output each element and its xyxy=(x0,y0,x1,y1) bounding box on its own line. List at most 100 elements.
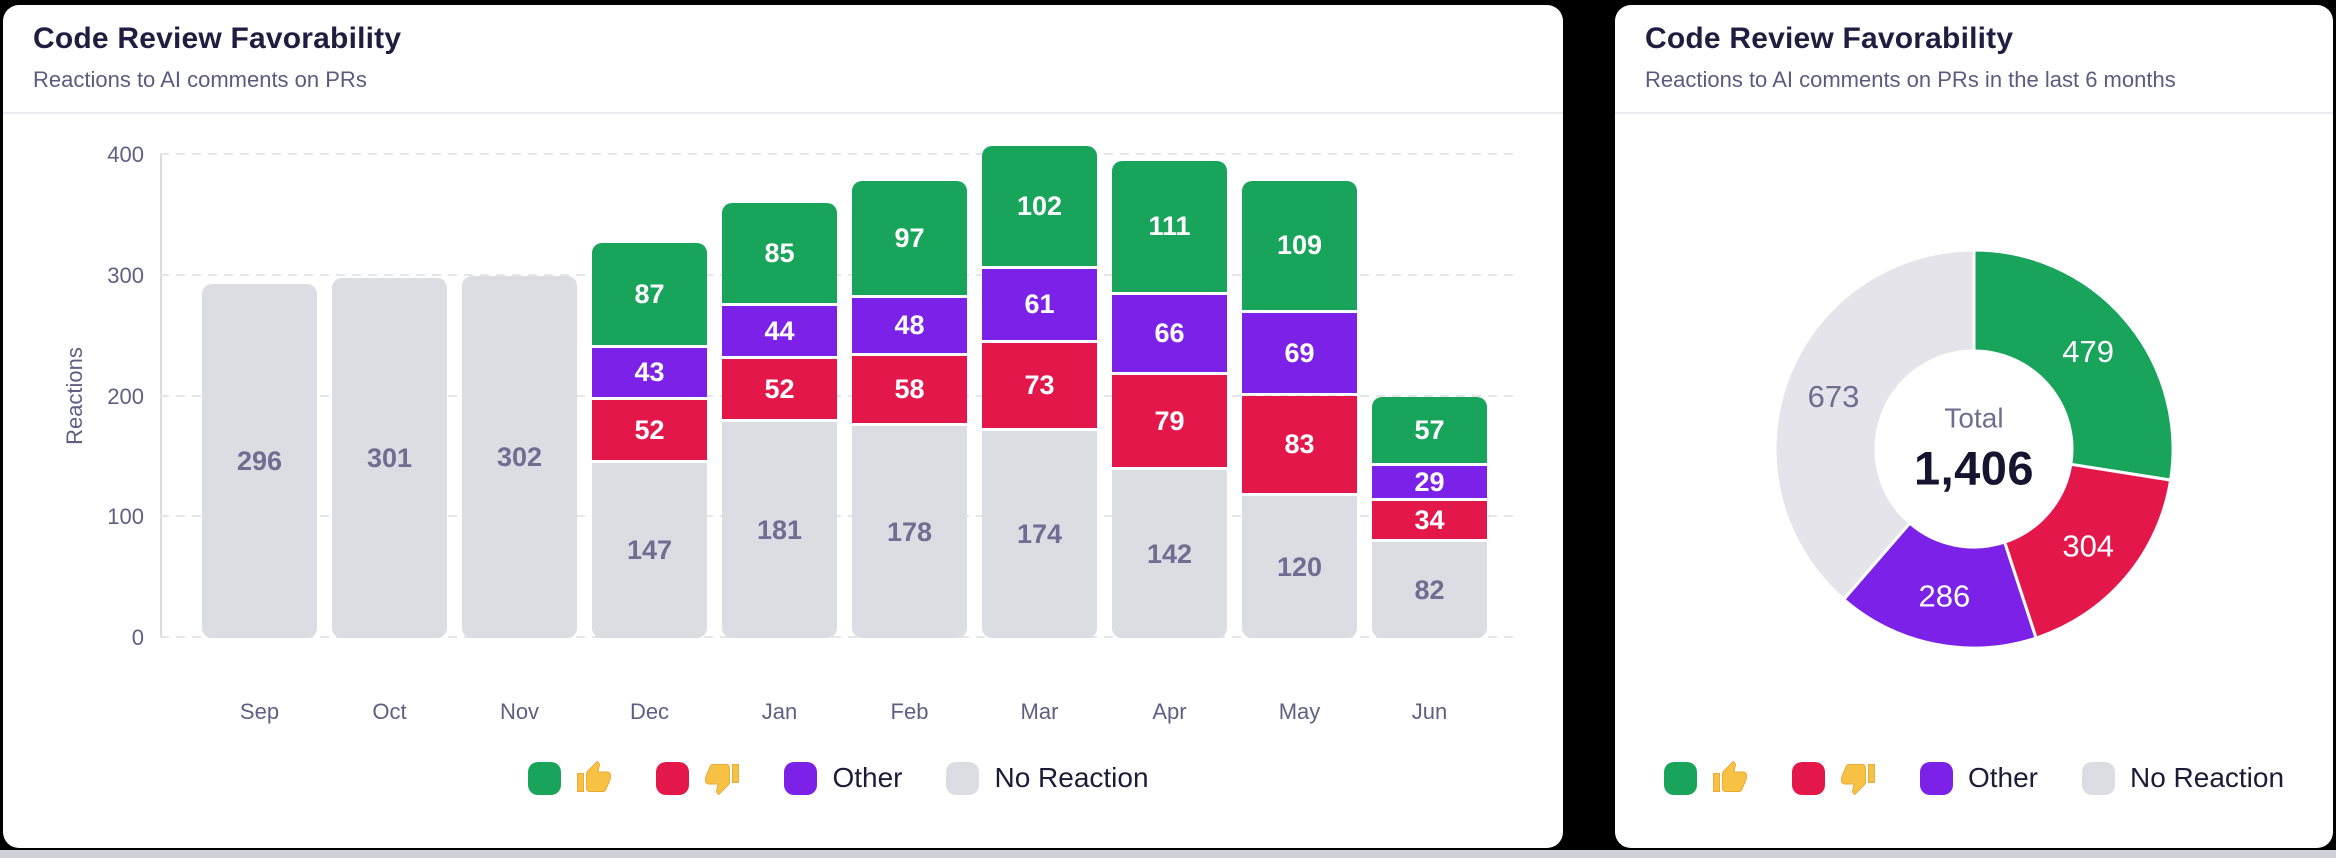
bar-segment-thumbs_down[interactable]: 73 xyxy=(982,343,1097,428)
bar-value-label: 82 xyxy=(1414,574,1445,605)
bar-value-label: 52 xyxy=(764,373,795,404)
donut-segment-no_reaction[interactable] xyxy=(1773,248,1976,601)
bar-segment-no_reaction[interactable]: 181 xyxy=(722,422,837,638)
bar-value-label: 181 xyxy=(756,514,803,545)
bar-value-label: 44 xyxy=(764,315,795,346)
x-tick-jun: Jun xyxy=(1411,699,1448,724)
bar-value-label: 43 xyxy=(634,357,665,387)
donut-value-label-thumbs_down: 304 xyxy=(2062,529,2114,564)
bar-value-label: 83 xyxy=(1284,429,1315,459)
legend-item-other[interactable]: Other xyxy=(784,761,902,795)
bar-chart-legend: Other No Reaction xyxy=(160,758,1517,798)
bottom-strip xyxy=(0,850,2336,858)
bar-feb: 97 48 58 178 xyxy=(852,181,967,638)
legend-item-no-reaction[interactable]: No Reaction xyxy=(2081,761,2285,795)
bar-value-label: 301 xyxy=(366,442,413,473)
bar-segment-no_reaction[interactable]: 296 xyxy=(202,284,317,638)
bar-value-label: 52 xyxy=(634,414,665,445)
bar-oct: 301 xyxy=(332,278,447,638)
bar-segment-thumbs_up[interactable]: 102 xyxy=(982,146,1097,266)
bar-may: 109 69 83 120 xyxy=(1242,181,1357,638)
donut-value-label-other: 286 xyxy=(1919,579,1971,614)
legend-item-thumbs-down-emoji[interactable] xyxy=(656,760,740,796)
bar-segment-no_reaction[interactable]: 174 xyxy=(982,431,1097,638)
x-tick-jan: Jan xyxy=(761,699,798,724)
bar-chart-card: Code Review Favorability Reactions to AI… xyxy=(3,5,1563,848)
header-divider xyxy=(3,112,1563,114)
bar-value-label: 29 xyxy=(1414,466,1445,497)
bar-segment-thumbs_down[interactable]: 79 xyxy=(1112,375,1227,467)
legend-swatch xyxy=(1791,761,1825,795)
bar-segment-thumbs_up[interactable]: 111 xyxy=(1112,161,1227,292)
bar-segment-thumbs_down[interactable]: 83 xyxy=(1242,396,1357,493)
gridline-400 xyxy=(160,153,1517,155)
card-header: Code Review Favorability Reactions to AI… xyxy=(1615,5,2333,112)
legend-item-thumbs-up-emoji[interactable] xyxy=(1663,760,1748,796)
bar-segment-other[interactable]: 43 xyxy=(592,348,707,397)
card-subtitle: Reactions to AI comments on PRs in the l… xyxy=(1645,67,2176,92)
bar-value-label: 120 xyxy=(1276,551,1323,582)
bar-segment-no_reaction[interactable]: 178 xyxy=(852,426,967,638)
x-tick-nov: Nov xyxy=(499,699,540,724)
donut-segment-thumbs_up[interactable] xyxy=(1972,248,2175,482)
gridline-0 xyxy=(160,636,1517,638)
bar-segment-other[interactable]: 69 xyxy=(1242,313,1357,393)
bar-value-label: 61 xyxy=(1024,289,1055,319)
bar-segment-thumbs_up[interactable]: 109 xyxy=(1242,181,1357,310)
bar-segment-no_reaction[interactable]: 147 xyxy=(592,463,707,638)
bar-segment-thumbs_down[interactable]: 52 xyxy=(592,400,707,460)
bar-segment-thumbs_down[interactable]: 34 xyxy=(1372,501,1487,539)
bar-segment-no_reaction[interactable]: 142 xyxy=(1112,470,1227,638)
bar-segment-thumbs_up[interactable]: 85 xyxy=(722,203,837,303)
donut-segment-other[interactable] xyxy=(1842,521,2038,650)
bar-value-label: 57 xyxy=(1414,414,1445,445)
bar-segment-other[interactable]: 29 xyxy=(1372,466,1487,498)
bar-segment-other[interactable]: 48 xyxy=(852,298,967,353)
bar-value-label: 97 xyxy=(894,222,925,253)
legend-item-other[interactable]: Other xyxy=(1919,761,2038,795)
donut-segment-thumbs_down[interactable] xyxy=(2003,462,2173,640)
bar-jun: 57 29 34 82 xyxy=(1372,397,1487,638)
bar-segment-thumbs_down[interactable]: 52 xyxy=(722,359,837,419)
gridline-300 xyxy=(160,273,1517,276)
bar-dec: 87 43 52 147 xyxy=(592,243,707,638)
legend-item-no-reaction[interactable]: No Reaction xyxy=(946,761,1149,795)
x-tick-oct: Oct xyxy=(372,699,407,724)
bar-segment-other[interactable]: 61 xyxy=(982,269,1097,340)
header-divider xyxy=(1615,112,2333,114)
legend-item-thumbs-up-emoji[interactable] xyxy=(528,760,612,796)
y-axis-title: Reactions xyxy=(62,347,87,445)
legend-swatch xyxy=(946,761,980,795)
bar-segment-thumbs_up[interactable]: 97 xyxy=(852,181,967,295)
bar-nov: 302 xyxy=(462,276,577,638)
bar-value-label: 66 xyxy=(1154,318,1185,348)
legend-label: No Reaction xyxy=(2129,762,2285,793)
bar-apr: 111 66 79 142 xyxy=(1112,161,1227,638)
bar-segment-other[interactable]: 66 xyxy=(1112,295,1227,372)
legend-label: No Reaction xyxy=(994,762,1149,793)
x-tick-sep: Sep xyxy=(239,699,280,724)
card-subtitle: Reactions to AI comments on PRs xyxy=(33,67,367,92)
bar-segment-no_reaction[interactable]: 82 xyxy=(1372,542,1487,638)
bar-segment-no_reaction[interactable]: 302 xyxy=(462,276,577,638)
gridline-200 xyxy=(160,394,1517,397)
thumbs-up-icon xyxy=(577,760,612,792)
bar-segment-thumbs_up[interactable]: 57 xyxy=(1372,397,1487,463)
legend-swatch xyxy=(656,761,690,795)
legend-swatch xyxy=(528,761,562,795)
card-title: Code Review Favorability xyxy=(33,22,402,55)
bar-segment-other[interactable]: 44 xyxy=(722,306,837,356)
bar-segment-no_reaction[interactable]: 301 xyxy=(332,278,447,638)
bar-value-label: 87 xyxy=(634,278,665,309)
bar-segment-thumbs_up[interactable]: 87 xyxy=(592,243,707,345)
card-title: Code Review Favorability xyxy=(1645,22,2014,55)
x-tick-apr: Apr xyxy=(1152,699,1187,724)
bar-segment-no_reaction[interactable]: 120 xyxy=(1242,496,1357,638)
donut-center: Total 1,406 xyxy=(1914,403,2034,496)
donut-total-label: Total xyxy=(1944,402,2004,434)
bar-segment-thumbs_down[interactable]: 58 xyxy=(852,356,967,423)
legend-item-thumbs-down-emoji[interactable] xyxy=(1791,760,1876,796)
bar-value-label: 174 xyxy=(1016,519,1063,549)
donut-chart-card: Code Review Favorability Reactions to AI… xyxy=(1615,5,2333,848)
